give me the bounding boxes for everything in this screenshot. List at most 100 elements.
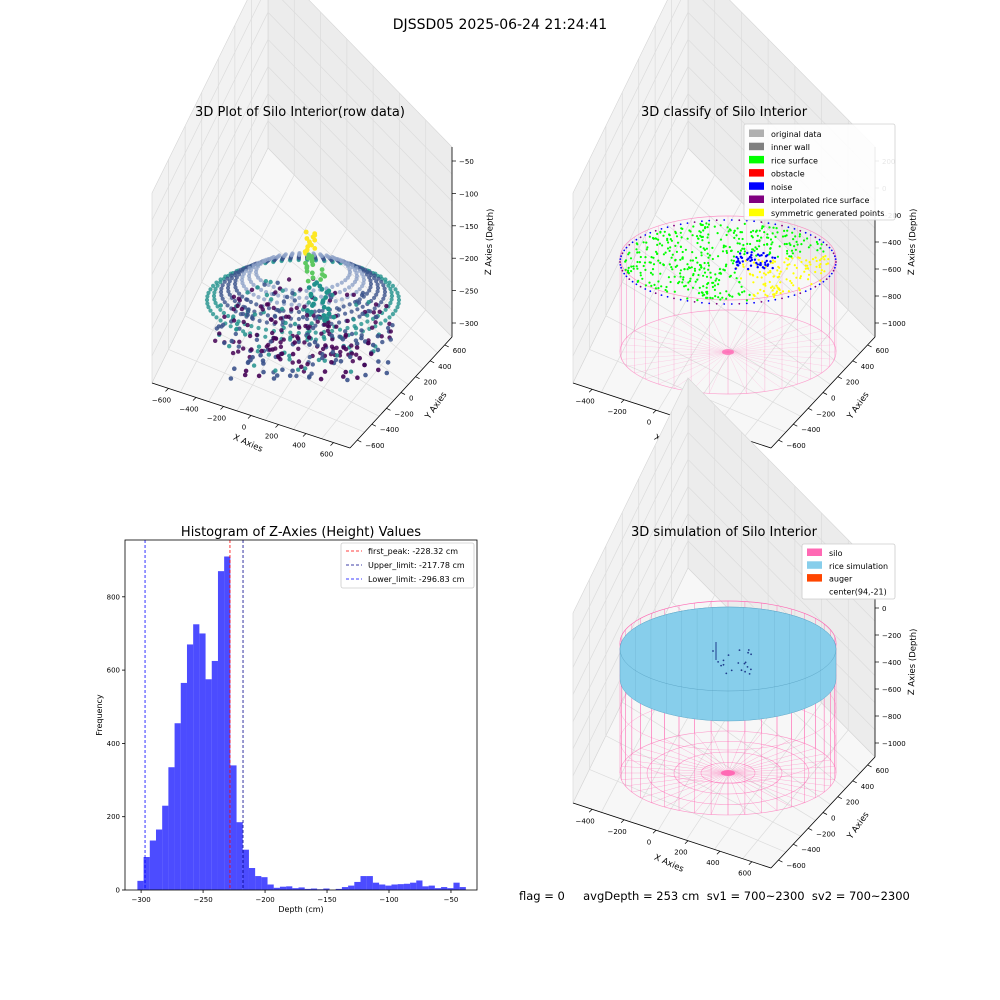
classified-point [623,272,626,275]
classified-point [707,261,710,265]
y-tick-label: 0 [831,395,835,403]
data-point [281,337,286,342]
classified-point [758,254,761,257]
silo-top-ring [619,215,837,301]
x-tick-mark [684,840,689,844]
classified-point [834,266,836,269]
legend-swatch [807,548,822,556]
data-point [257,318,262,323]
histogram-bar [441,887,448,890]
classified-point [768,280,771,284]
classified-point [673,297,675,300]
data-point [356,300,362,305]
y-tick-label: −400 [801,426,820,434]
silo-floor-spoke [727,351,766,392]
classified-point [673,224,675,227]
classified-point [619,264,622,266]
classified-point [724,245,727,248]
data-point [382,293,387,298]
auger-point [747,651,749,654]
silo-floor-spoke [727,351,747,394]
silo-floor-spoke [625,772,729,787]
classified-point [644,284,648,287]
classify-3d-panel: −400−2000200400600−600−400−2000200400600… [572,0,919,458]
classified-point [773,293,776,296]
classified-point [695,235,699,238]
y-tick-mark [415,376,420,379]
data-point [254,337,260,342]
data-point [376,359,381,364]
floor-grid-line [293,282,400,430]
classified-point [753,261,756,264]
classified-point [796,243,799,246]
classified-point [675,250,679,253]
classified-point [670,239,674,242]
histogram-bar [193,624,200,890]
data-point [279,306,285,312]
legend-swatch [749,142,764,151]
classified-point [664,288,667,292]
classified-point [708,302,711,305]
data-point [237,298,242,303]
data-point [357,314,362,319]
data-point [386,283,391,288]
silo-floor-spoke [727,753,825,774]
classified-point [809,244,812,247]
auger-point [720,664,722,667]
classified-point [719,292,722,295]
data-point [237,291,242,296]
data-point [279,351,285,357]
classified-point [683,285,686,288]
x-tick-mark [220,406,224,410]
classified-point [650,256,653,259]
data-point [342,287,347,292]
x-tick-mark [620,399,625,404]
classified-point [709,296,712,299]
classified-point [702,229,705,232]
data-point [218,307,223,312]
classified-point [764,284,767,287]
classified-point [662,234,665,237]
classified-point [743,222,746,225]
classified-point [688,266,692,270]
classify-legend: original data inner wall rice surface obsta… [743,123,896,221]
classified-point [681,250,684,254]
classified-point [665,285,668,289]
classified-point [632,267,635,270]
y-tick-label: 0 [831,815,835,823]
classified-point [643,261,647,264]
data-point [261,369,266,375]
classified-point [649,290,652,293]
classified-point [809,288,812,290]
auger-point [738,649,741,651]
data-point [382,286,387,291]
classified-point [785,234,788,237]
classified-point [705,286,708,289]
classified-point [781,290,785,293]
classified-point [787,226,790,229]
classified-point [774,298,777,301]
data-point [289,307,294,312]
classified-point [625,246,628,249]
classified-point [631,241,634,244]
z-tick-label: −50 [459,158,474,166]
data-point [388,329,393,334]
simulation-legend: silo rice simulation auger center(94,-21) [801,543,896,600]
classified-point [772,275,775,278]
classified-point [669,280,672,284]
histogram-bar [422,886,429,890]
classified-point [751,248,754,251]
data-point [259,287,264,292]
classified-point [773,256,777,260]
classified-point [756,234,759,237]
classified-point [730,219,733,221]
silo-floor-spoke [626,351,729,367]
data-point [389,293,395,299]
classified-point [645,241,648,244]
data-point [343,329,348,334]
histogram-bar [292,888,299,890]
data-point [360,311,365,316]
classified-point [819,279,822,282]
classified-point [814,236,817,239]
classified-point [820,272,823,275]
